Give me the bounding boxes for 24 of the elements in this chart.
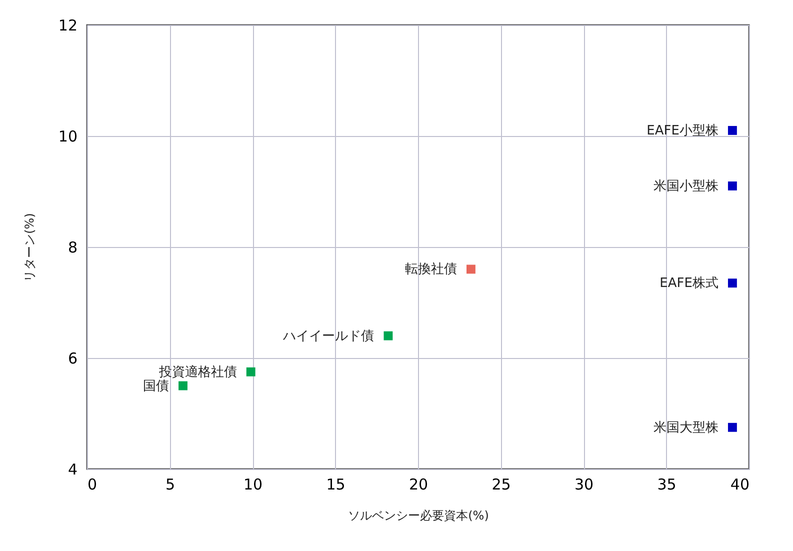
annotation: 米国大型株 xyxy=(653,420,718,436)
y-tick-label: 6 xyxy=(68,350,78,368)
y-tick-label: 4 xyxy=(68,460,78,478)
annotation: 投資適格社債 xyxy=(158,364,237,380)
y-tick-label: 12 xyxy=(58,16,78,34)
annotation: 米国小型株 xyxy=(653,178,718,194)
x-tick-label: 0 xyxy=(88,476,98,494)
annotation: 国債 xyxy=(142,378,169,394)
x-tick-label: 15 xyxy=(326,476,346,494)
annotation: EAFE株式 xyxy=(660,276,718,292)
x-tick-label: 40 xyxy=(730,476,750,494)
annotation: EAFE小型株 xyxy=(646,123,718,138)
y-axis-title: リターン(%) xyxy=(22,213,36,282)
x-axis-title: ソルベンシー必要資本(%) xyxy=(348,508,489,522)
x-tick-label: 35 xyxy=(657,476,676,494)
x-tick-label: 10 xyxy=(243,476,263,494)
y-tick-label: 10 xyxy=(58,128,78,146)
y-tick-label: 8 xyxy=(68,238,78,256)
x-tick-label: 25 xyxy=(492,476,511,494)
x-tick-label: 20 xyxy=(408,476,428,494)
x-tick-label: 30 xyxy=(574,476,594,494)
x-tick-label: 5 xyxy=(165,476,176,494)
annotation: 転換社債 xyxy=(404,262,457,278)
annotation: ハイイールド債 xyxy=(282,328,374,344)
